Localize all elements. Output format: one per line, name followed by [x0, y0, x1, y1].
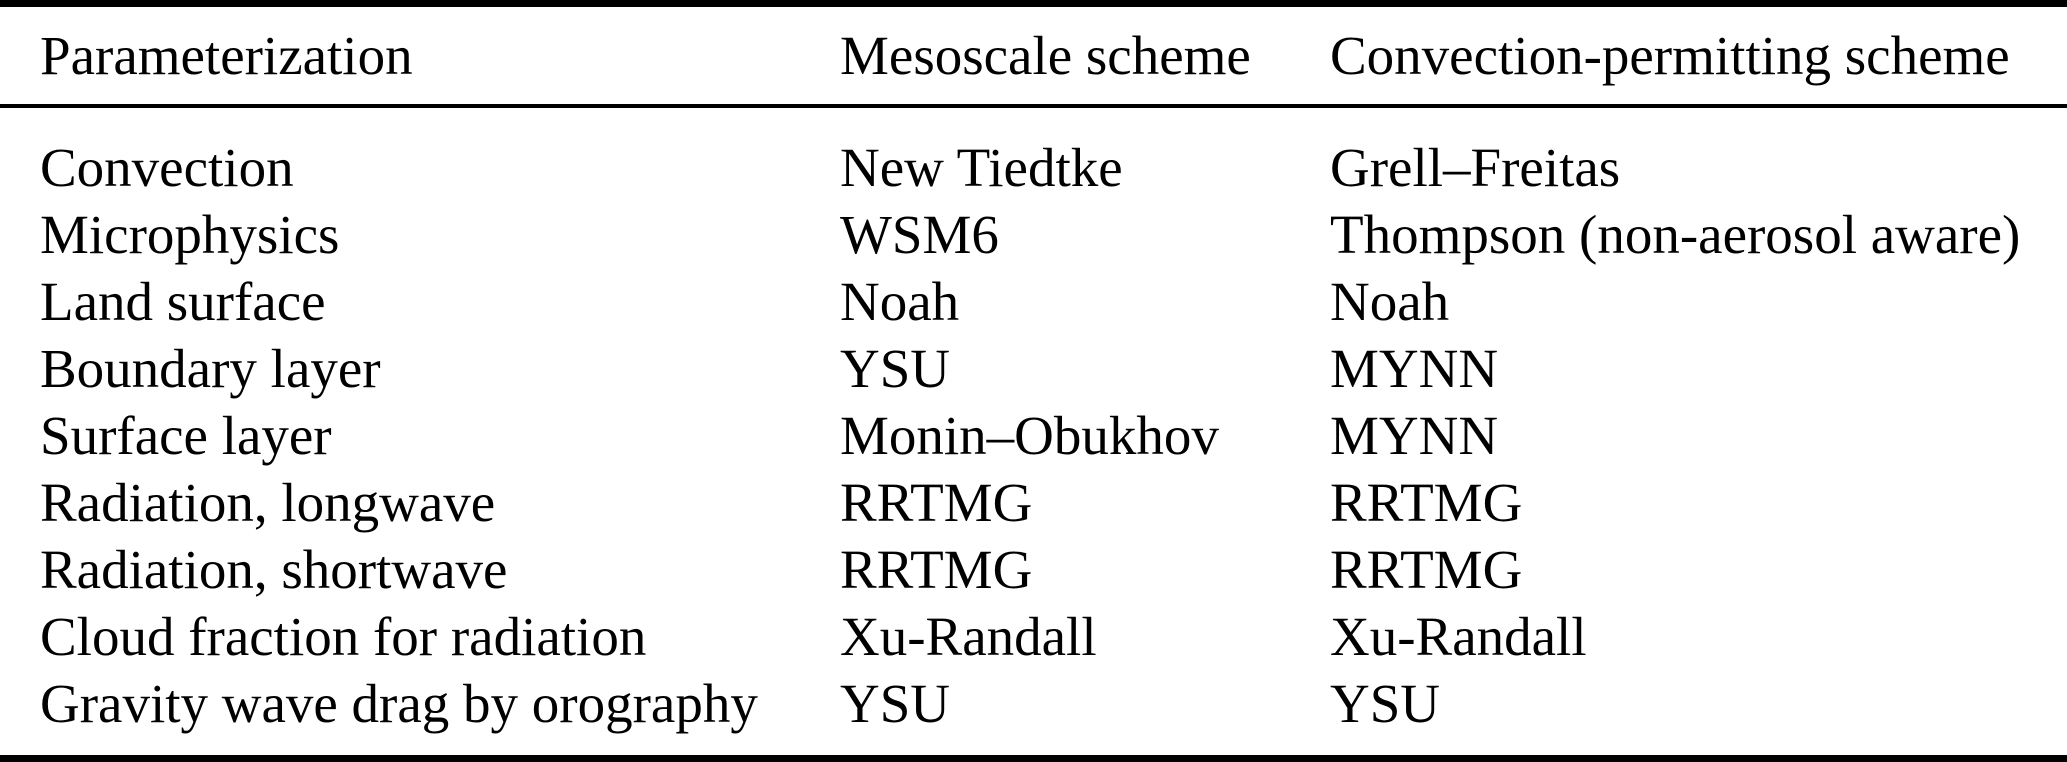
header-convection-permitting-scheme: Convection-permitting scheme	[1330, 3, 2067, 108]
cell-parameterization: Boundary layer	[40, 338, 381, 399]
header-mesoscale-scheme: Mesoscale scheme	[840, 3, 1330, 108]
table-row: Convection New Tiedtke Grell–Freitas	[0, 106, 2067, 201]
cell-mesoscale: New Tiedtke	[840, 137, 1123, 198]
cell-parameterization: Radiation, longwave	[40, 472, 496, 533]
cell-mesoscale: WSM6	[840, 204, 999, 265]
cell-convection-permitting: Noah	[1330, 271, 1450, 332]
table-row: Gravity wave drag by orography YSU YSU	[0, 670, 2067, 759]
cell-parameterization: Land surface	[40, 271, 326, 332]
cell-convection-permitting: MYNN	[1330, 338, 1499, 399]
cell-convection-permitting: YSU	[1330, 673, 1441, 734]
cell-parameterization: Microphysics	[40, 204, 340, 265]
header-parameterization: Parameterization	[0, 3, 840, 108]
table-row: Surface layer Monin–Obukhov MYNN	[0, 402, 2067, 469]
cell-mesoscale: YSU	[840, 338, 951, 399]
cell-mesoscale: YSU	[840, 673, 951, 734]
cell-convection-permitting: RRTMG	[1330, 472, 1523, 533]
cell-parameterization: Cloud fraction for radiation	[40, 606, 647, 667]
table-row: Microphysics WSM6 Thompson (non-aerosol …	[0, 201, 2067, 268]
cell-mesoscale: Monin–Obukhov	[840, 405, 1219, 466]
cell-convection-permitting: Xu-Randall	[1330, 606, 1587, 667]
cell-mesoscale: Noah	[840, 271, 960, 332]
cell-convection-permitting: MYNN	[1330, 405, 1499, 466]
cell-parameterization: Convection	[40, 137, 294, 198]
header-row: Parameterization Mesoscale scheme Convec…	[0, 3, 2067, 108]
table-row: Radiation, shortwave RRTMG RRTMG	[0, 536, 2067, 603]
cell-mesoscale: Xu-Randall	[840, 606, 1097, 667]
cell-convection-permitting: Thompson (non-aerosol aware)	[1330, 204, 2021, 265]
cell-convection-permitting: RRTMG	[1330, 539, 1523, 600]
table-row: Radiation, longwave RRTMG RRTMG	[0, 469, 2067, 536]
cell-convection-permitting: Grell–Freitas	[1330, 137, 1621, 198]
table-body: Convection New Tiedtke Grell–Freitas Mic…	[0, 106, 2067, 759]
table-row: Cloud fraction for radiation Xu-Randall …	[0, 603, 2067, 670]
table-row: Land surface Noah Noah	[0, 268, 2067, 335]
table-header: Parameterization Mesoscale scheme Convec…	[0, 3, 2067, 108]
table-row: Boundary layer YSU MYNN	[0, 335, 2067, 402]
cell-parameterization: Gravity wave drag by orography	[40, 673, 758, 734]
cell-mesoscale: RRTMG	[840, 472, 1033, 533]
cell-parameterization: Surface layer	[40, 405, 332, 466]
cell-mesoscale: RRTMG	[840, 539, 1033, 600]
cell-parameterization: Radiation, shortwave	[40, 539, 508, 600]
